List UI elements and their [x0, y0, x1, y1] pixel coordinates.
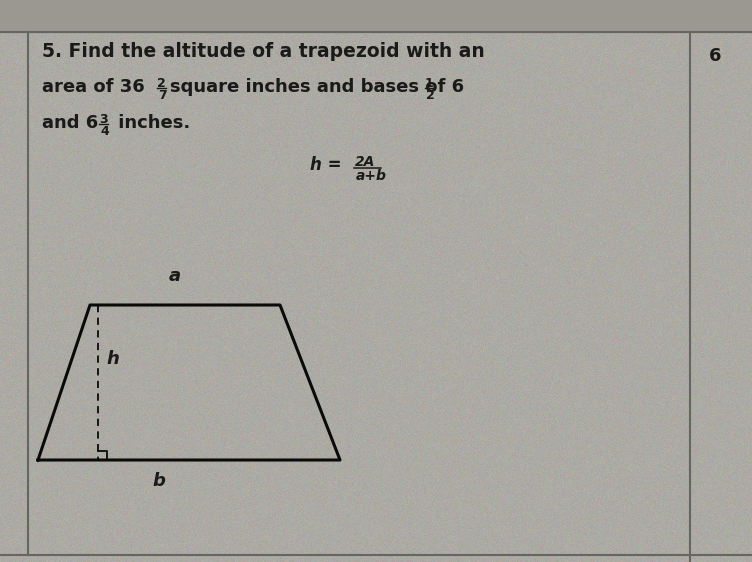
- Text: 2A: 2A: [355, 155, 375, 169]
- Text: a: a: [169, 267, 181, 285]
- Text: inches.: inches.: [112, 114, 190, 132]
- Text: square inches and bases of 6: square inches and bases of 6: [170, 78, 464, 96]
- Text: b: b: [153, 472, 165, 490]
- Text: area of 36: area of 36: [42, 78, 144, 96]
- Text: and 6: and 6: [42, 114, 99, 132]
- Text: 3: 3: [99, 113, 108, 126]
- Text: 1: 1: [425, 77, 434, 90]
- Text: 7: 7: [158, 89, 167, 102]
- Text: h =: h =: [310, 156, 341, 174]
- Text: 4: 4: [100, 125, 109, 138]
- Text: h: h: [106, 350, 119, 368]
- Text: 5. Find the altitude of a trapezoid with an: 5. Find the altitude of a trapezoid with…: [42, 42, 485, 61]
- Text: 2: 2: [426, 89, 435, 102]
- Text: 6: 6: [708, 47, 721, 65]
- Text: a+b: a+b: [356, 169, 387, 183]
- Text: 2: 2: [157, 77, 165, 90]
